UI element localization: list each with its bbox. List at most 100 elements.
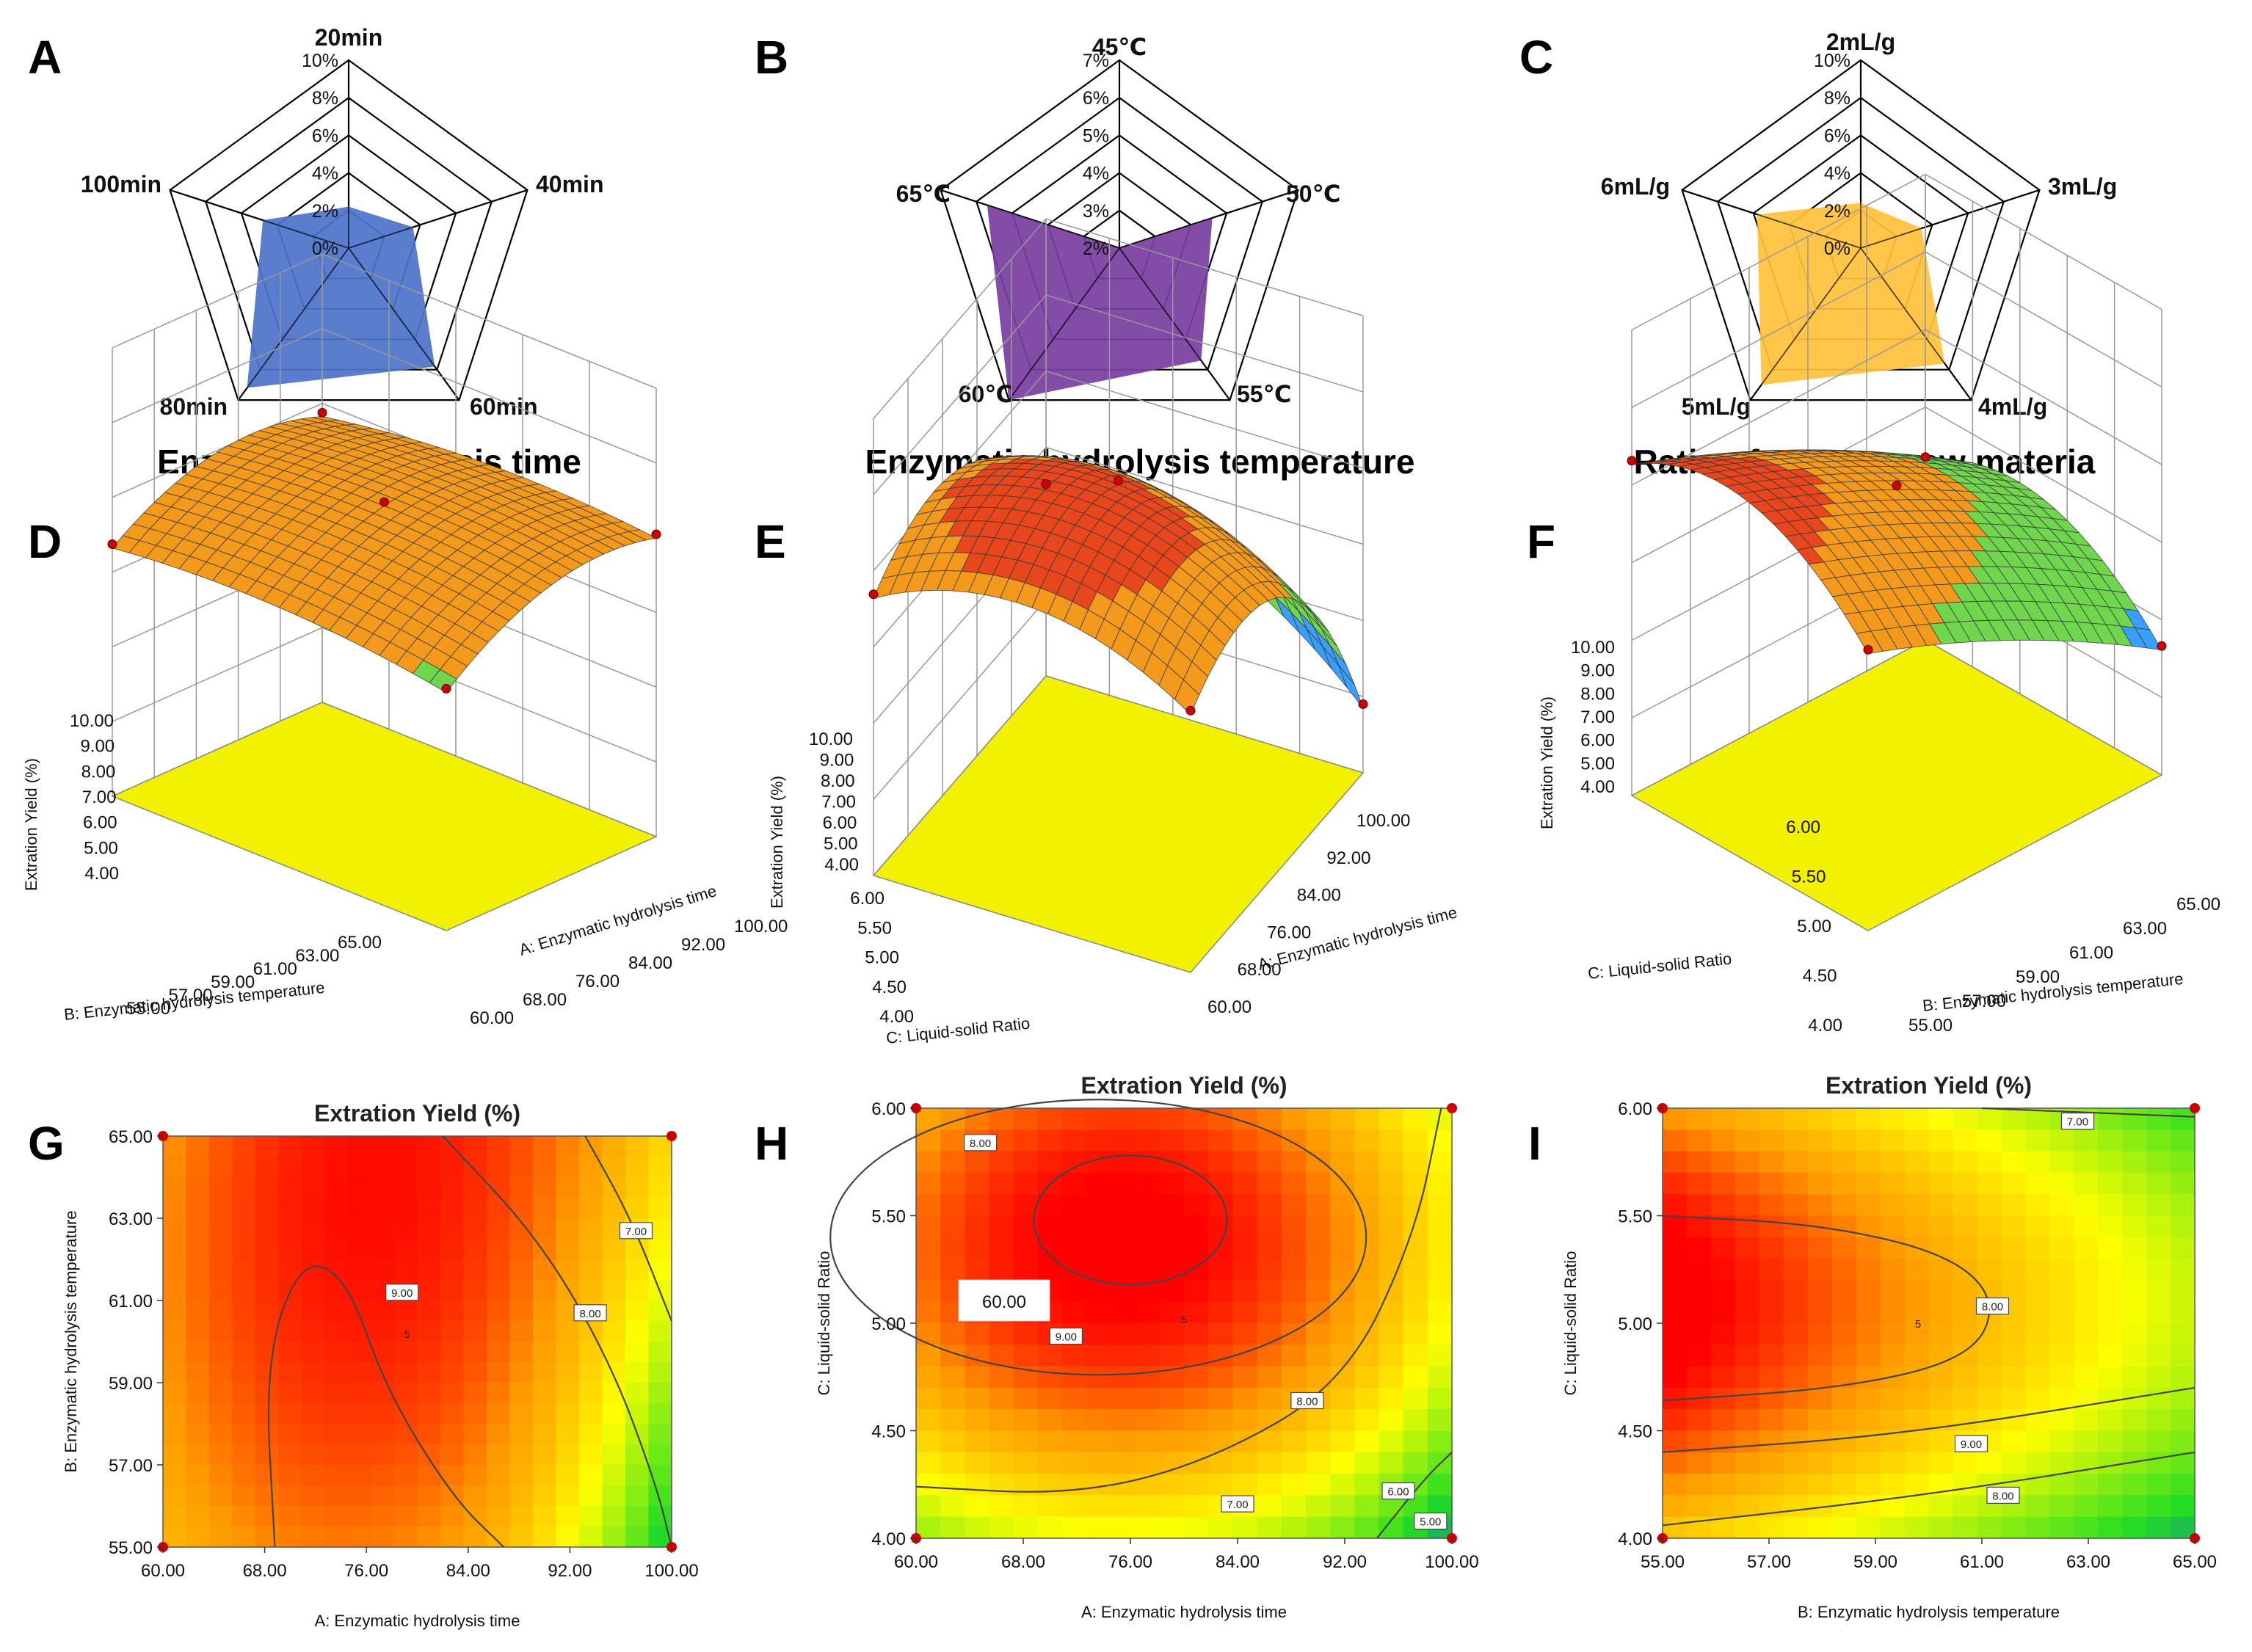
heatmap-cell (163, 1157, 187, 1178)
heatmap-cell (163, 1177, 187, 1198)
heatmap-cell (371, 1527, 395, 1548)
heatmap-cell (1856, 1366, 1881, 1389)
heatmap-cell (1663, 1215, 1688, 1238)
heatmap-cell (2122, 1151, 2147, 1173)
heatmap-cell (1257, 1172, 1282, 1195)
heatmap-cell (2098, 1215, 2123, 1238)
heatmap-cell (2122, 1108, 2147, 1130)
heatmap-cell (1904, 1215, 1930, 1238)
surface-y-label: C: Liquid-solid Ratio (1587, 950, 1732, 983)
heatmap-cell (1735, 1323, 1760, 1345)
heatmap-cell (625, 1280, 650, 1301)
heatmap-cell (556, 1527, 580, 1548)
heatmap-cell (533, 1424, 557, 1445)
heatmap-cell (533, 1321, 557, 1342)
heatmap-cell (1403, 1237, 1428, 1259)
heatmap-cell (1953, 1129, 1978, 1152)
radar-tick-label: 10% (302, 51, 338, 71)
heatmap-cell (209, 1362, 233, 1383)
heatmap-cell (1759, 1108, 1784, 1130)
heatmap-cell (2049, 1129, 2074, 1152)
heatmap-cell (1305, 1215, 1331, 1238)
heatmap-cell (324, 1444, 349, 1466)
heatmap-y-tick: 5.00 (1618, 1314, 1652, 1334)
heatmap-cell (163, 1239, 187, 1260)
radar-category-label: 45℃ (1092, 34, 1147, 60)
heatmap-cell (602, 1362, 626, 1383)
heatmap-cell (2098, 1108, 2123, 1130)
heatmap-cell (989, 1108, 1014, 1130)
heatmap-cell (2122, 1409, 2147, 1432)
heatmap-cell (1135, 1172, 1160, 1195)
heatmap-cell (1062, 1259, 1087, 1281)
heatmap-cell (1807, 1237, 1833, 1259)
radar-category-label: 20min (315, 24, 382, 51)
surface-y-tick: 5.00 (865, 948, 899, 968)
panel-label-E: E (755, 515, 786, 568)
heatmap-cell (1759, 1474, 1784, 1496)
heatmap-cell (989, 1323, 1014, 1345)
heatmap-cell (1977, 1215, 2002, 1238)
heatmap-x-tick: 61.00 (1960, 1552, 2004, 1572)
heatmap-cell (1208, 1409, 1233, 1432)
heatmap-cell (509, 1136, 534, 1157)
heatmap-cell (371, 1444, 395, 1466)
heatmap-cell (2122, 1194, 2147, 1217)
heatmap-cell (1135, 1366, 1160, 1389)
heatmap-cell (2025, 1172, 2050, 1195)
heatmap-cell (1807, 1516, 1833, 1539)
heatmap-cell (1735, 1474, 1760, 1496)
heatmap-cell (2171, 1108, 2195, 1130)
heatmap-cell (1086, 1387, 1112, 1410)
heatmap-cell (1710, 1516, 1736, 1539)
surface-y-tick: 4.00 (879, 1007, 914, 1027)
heatmap-cell (348, 1362, 372, 1383)
heatmap-cell (1257, 1409, 1282, 1432)
radar-tick-label: 4% (1083, 164, 1109, 184)
heatmap-cell (394, 1527, 418, 1548)
heatmap-cell (278, 1321, 302, 1342)
heatmap-cell (579, 1444, 603, 1466)
heatmap-cell (302, 1157, 326, 1178)
heatmap-cell (916, 1301, 941, 1324)
heatmap-cell (1281, 1495, 1307, 1518)
heatmap-cell (556, 1362, 580, 1383)
heatmap-cell (1710, 1495, 1736, 1518)
heatmap-cell (1710, 1194, 1736, 1217)
heatmap-cell (255, 1300, 280, 1322)
heatmap-cell (1831, 1151, 1857, 1173)
heatmap-cell (1086, 1474, 1112, 1496)
heatmap-cell (648, 1444, 672, 1466)
heatmap-cell (1735, 1452, 1760, 1474)
heatmap-cell (163, 1362, 187, 1383)
heatmap-cell (602, 1136, 626, 1157)
heatmap-y-tick: 59.00 (109, 1374, 153, 1394)
heatmap-cell (417, 1198, 441, 1219)
heatmap-cell (209, 1177, 233, 1198)
heatmap-cell (509, 1157, 534, 1178)
heatmap-cell (1159, 1495, 1185, 1518)
surface-y-tick: 5.50 (857, 918, 892, 938)
heatmap-cell (1831, 1108, 1857, 1130)
heatmap-cell (232, 1424, 256, 1445)
heatmap-cell (1904, 1409, 1930, 1432)
heatmap-cell (1062, 1344, 1087, 1367)
heatmap-cell (1953, 1280, 1978, 1303)
heatmap-cell (278, 1444, 302, 1466)
heatmap-cell (1759, 1237, 1784, 1259)
heatmap-cell (163, 1444, 187, 1466)
heatmap-cell (1403, 1151, 1428, 1173)
heatmap-cell (278, 1403, 302, 1424)
heatmap-cell (1111, 1452, 1136, 1474)
heatmap-cell (1379, 1237, 1404, 1259)
heatmap-cell (1330, 1516, 1355, 1539)
heatmap-cell (1232, 1215, 1258, 1238)
heatmap-cell (348, 1300, 372, 1322)
heatmap-contour-label-box (1975, 1297, 2010, 1315)
heatmap-cell (1330, 1344, 1355, 1367)
heatmap-cell (232, 1342, 256, 1363)
heatmap-cell (348, 1177, 372, 1198)
heatmap-cell (1663, 1172, 1688, 1195)
surface-z-tick: 7.00 (82, 787, 117, 807)
heatmap-cell (1037, 1366, 1063, 1389)
